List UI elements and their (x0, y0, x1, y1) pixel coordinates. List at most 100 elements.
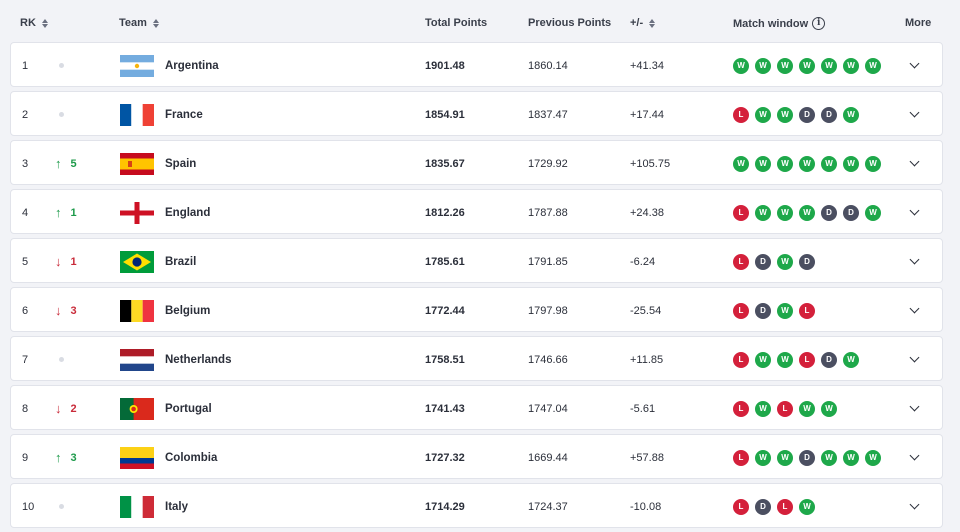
match-result-badge[interactable]: D (821, 106, 837, 123)
match-result-badge[interactable]: L (733, 106, 749, 123)
total-points: 1785.61 (425, 255, 465, 268)
diff-column-header[interactable]: +/- (630, 17, 656, 29)
team-name[interactable]: Argentina (165, 59, 219, 72)
match-result-badge[interactable]: D (755, 302, 771, 319)
match-result-badge[interactable]: D (821, 351, 837, 368)
match-result-badge[interactable]: L (799, 351, 815, 368)
team-name[interactable]: Brazil (165, 255, 197, 268)
match-result-badge[interactable]: D (843, 204, 859, 221)
team-name[interactable]: Portugal (165, 402, 212, 415)
rank-column-header[interactable]: RK (20, 17, 48, 29)
expand-row-button[interactable] (909, 435, 920, 480)
team-name[interactable]: Belgium (165, 304, 211, 317)
expand-row-button[interactable] (909, 141, 920, 186)
sort-icon[interactable] (649, 18, 656, 28)
match-result-badge[interactable]: W (865, 155, 881, 172)
match-result-badge[interactable]: W (865, 204, 881, 221)
match-result-badge[interactable]: L (777, 498, 793, 515)
expand-row-button[interactable] (909, 92, 920, 137)
match-result-badge[interactable]: W (733, 57, 749, 74)
team-name[interactable]: Colombia (165, 451, 218, 464)
match-result-badge[interactable]: W (777, 57, 793, 74)
match-result-badge[interactable]: W (733, 155, 749, 172)
match-result-badge[interactable]: W (755, 57, 771, 74)
match-result-badge[interactable]: L (733, 449, 749, 466)
match-result-badge[interactable]: W (777, 106, 793, 123)
team-column-header[interactable]: Team (119, 17, 159, 29)
match-result-badge[interactable]: W (799, 155, 815, 172)
match-result-badge[interactable]: W (843, 106, 859, 123)
match-result-badge[interactable]: L (733, 498, 749, 515)
match-result-badge[interactable]: W (755, 449, 771, 466)
match-result-badge[interactable]: W (755, 351, 771, 368)
match-result-badge[interactable]: D (755, 498, 771, 515)
match-result-badge[interactable]: W (865, 57, 881, 74)
expand-row-button[interactable] (909, 337, 920, 382)
match-result-badge[interactable]: L (733, 253, 749, 270)
team-name[interactable]: France (165, 108, 203, 121)
previous-header-label: Previous Points (528, 17, 612, 29)
match-result-badge[interactable]: W (777, 351, 793, 368)
expand-row-button[interactable] (909, 484, 920, 529)
expand-row-button[interactable] (909, 386, 920, 431)
match-result-badge[interactable]: W (777, 204, 793, 221)
match-result-badge[interactable]: W (755, 400, 771, 417)
match-result-badge[interactable]: W (843, 155, 859, 172)
expand-row-button[interactable] (909, 239, 920, 284)
spain-flag-icon (120, 141, 154, 186)
match-result-badge[interactable]: W (777, 302, 793, 319)
match-result-badge[interactable]: W (799, 498, 815, 515)
match-result-badge[interactable]: W (777, 155, 793, 172)
team-name[interactable]: Netherlands (165, 353, 232, 366)
expand-row-button[interactable] (909, 43, 920, 88)
match-result-badge[interactable]: D (799, 449, 815, 466)
match-result-badge[interactable]: W (777, 253, 793, 270)
match-result-badge[interactable]: L (777, 400, 793, 417)
match-result-badge[interactable]: D (821, 204, 837, 221)
match-result-badge[interactable]: W (843, 57, 859, 74)
match-result-badge[interactable]: W (821, 449, 837, 466)
match-result-badge[interactable]: L (733, 302, 749, 319)
match-result-badge[interactable]: W (755, 155, 771, 172)
sort-icon[interactable] (152, 18, 159, 28)
match-result-badge[interactable]: W (821, 155, 837, 172)
rank-value: 3 (22, 157, 29, 170)
sort-icon[interactable] (41, 18, 48, 28)
match-result-badge[interactable]: W (777, 449, 793, 466)
match-result-badge[interactable]: W (755, 204, 771, 221)
team-name[interactable]: England (165, 206, 211, 219)
match-result-badge[interactable]: W (843, 351, 859, 368)
match-result-badge[interactable]: W (843, 449, 859, 466)
match-result-badge[interactable]: W (799, 204, 815, 221)
expand-row-button[interactable] (909, 288, 920, 333)
match-result-badge[interactable]: D (755, 253, 771, 270)
match-result-badge[interactable]: W (865, 449, 881, 466)
match-result-badge[interactable]: W (799, 57, 815, 74)
match-result-badge[interactable]: L (733, 204, 749, 221)
match-result-badge[interactable]: W (821, 400, 837, 417)
team-name[interactable]: Spain (165, 157, 197, 170)
match-result-badge[interactable]: W (755, 106, 771, 123)
arrow-down-icon: ↓ (55, 401, 62, 416)
match-result-badge[interactable]: W (799, 400, 815, 417)
match-result-badge[interactable]: W (821, 57, 837, 74)
match-result-badge[interactable]: D (799, 106, 815, 123)
match-result-badge[interactable]: L (733, 400, 749, 417)
expand-row-button[interactable] (909, 190, 920, 235)
match-result-badge[interactable]: D (799, 253, 815, 270)
team-name[interactable]: Italy (165, 500, 189, 513)
info-icon[interactable]: i (812, 17, 826, 30)
match-result-badge[interactable]: L (733, 351, 749, 368)
match-result-badge[interactable]: L (799, 302, 815, 319)
